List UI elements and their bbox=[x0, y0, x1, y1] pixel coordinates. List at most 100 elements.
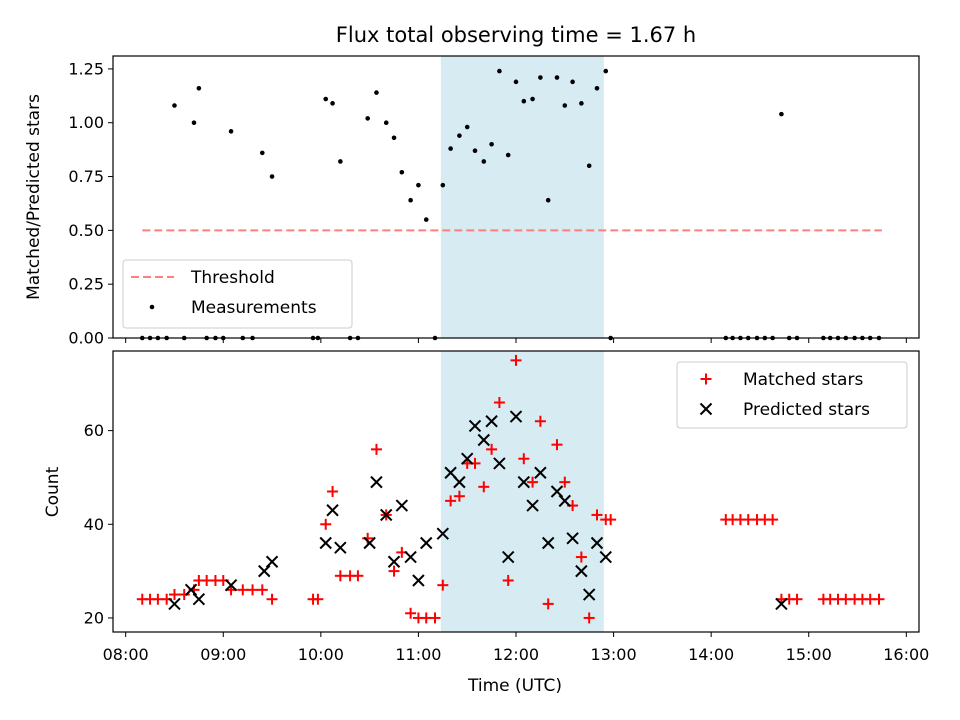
measurement-point bbox=[391, 135, 397, 141]
predicted-star-point bbox=[493, 457, 506, 470]
bottom-x-tick-label: 10:00 bbox=[298, 645, 344, 664]
predicted-star-point bbox=[517, 475, 531, 489]
legend-predicted-label: Predicted stars bbox=[743, 400, 870, 420]
matched-star-point bbox=[312, 593, 324, 605]
predicted-star-point bbox=[566, 532, 579, 545]
measurement-point bbox=[323, 96, 329, 102]
matched-star-point bbox=[873, 593, 885, 605]
predicted-star-point bbox=[258, 564, 271, 578]
predicted-star-point bbox=[534, 466, 547, 479]
matched-star-point bbox=[551, 439, 563, 451]
predicted-star-point bbox=[599, 550, 612, 564]
matched-star-point bbox=[510, 354, 522, 366]
measurement-point bbox=[603, 68, 609, 74]
bottom-x-tick-label: 13:00 bbox=[591, 645, 637, 664]
matched-star-point bbox=[791, 593, 803, 605]
measurement-point bbox=[365, 116, 370, 121]
predicted-star-point bbox=[326, 504, 339, 517]
matched-star-point bbox=[168, 589, 180, 601]
measurement-point bbox=[191, 120, 197, 126]
measurement-point bbox=[423, 217, 429, 222]
bottom-y-tick-label: 60 bbox=[84, 421, 104, 440]
matched-star-point bbox=[493, 397, 505, 409]
top-y-tick-label: 0.25 bbox=[68, 275, 104, 294]
matched-star-point bbox=[327, 486, 339, 497]
measurement-point bbox=[464, 124, 470, 130]
predicted-star-point bbox=[550, 485, 564, 498]
predicted-star-point bbox=[370, 475, 383, 489]
matched-star-point bbox=[478, 481, 490, 493]
predicted-star-point bbox=[477, 433, 491, 447]
predicted-star-point bbox=[420, 536, 433, 550]
matched-star-point bbox=[527, 476, 539, 488]
bottom-marks bbox=[136, 354, 885, 624]
measurement-point bbox=[338, 159, 343, 164]
legend-cross-marker bbox=[699, 402, 713, 416]
measurement-point bbox=[513, 79, 519, 85]
predicted-star-point bbox=[436, 527, 450, 540]
x-axis-label: Time (UTC) bbox=[467, 676, 562, 696]
predicted-star-point bbox=[485, 415, 498, 428]
measurement-point bbox=[505, 152, 511, 158]
top-panel: 0.00 0.25 0.50 0.75 1.00 1.25 Flux total obse… bbox=[24, 23, 920, 348]
measurement-point bbox=[172, 103, 177, 108]
predicted-star-point bbox=[775, 597, 788, 611]
measurement-point bbox=[383, 120, 389, 126]
matched-star-point bbox=[591, 509, 603, 521]
predicted-star-point bbox=[387, 555, 401, 568]
bottom-x-tick-label: 09:00 bbox=[200, 645, 246, 664]
measurement-point bbox=[374, 90, 379, 95]
predicted-star-point bbox=[334, 541, 347, 554]
legend-matched-label: Matched stars bbox=[743, 370, 863, 390]
predicted-star-point bbox=[541, 536, 555, 550]
legend-predicted-swatch bbox=[699, 402, 713, 416]
top-y-tick-label: 1.00 bbox=[68, 113, 104, 132]
matched-star-point bbox=[256, 584, 268, 596]
legend-plus-marker bbox=[700, 373, 712, 385]
top-y-tick-label: 0.50 bbox=[68, 221, 104, 240]
bottom-y-tick-label: 20 bbox=[84, 608, 104, 627]
bottom-x-tick-label: 12:00 bbox=[493, 645, 539, 664]
predicted-star-point bbox=[509, 410, 523, 423]
measurement-point bbox=[570, 79, 575, 85]
matched-star-point bbox=[320, 518, 332, 530]
matched-star-point bbox=[178, 589, 190, 601]
top-legend: Threshold Measurements bbox=[122, 259, 353, 329]
predicted-star-point bbox=[168, 597, 181, 611]
predicted-star-point bbox=[319, 536, 332, 550]
bottom-panel: 20 40 60 08:00 09:00 10:00 11:00 12:00 13:00 14:… bbox=[43, 350, 929, 696]
top-y-axis-label: Matched/Predicted stars bbox=[24, 94, 44, 300]
top-y-ticks: 0.00 0.25 0.50 0.75 1.00 1.25 bbox=[68, 59, 113, 348]
bottom-legend-box bbox=[676, 361, 908, 429]
matched-star-point bbox=[352, 570, 364, 582]
top-y-tick-label: 0.00 bbox=[68, 329, 104, 348]
matched-star-point bbox=[542, 598, 554, 610]
measurement-point bbox=[594, 85, 600, 91]
predicted-star-point bbox=[501, 550, 515, 564]
measurement-point bbox=[562, 103, 568, 108]
measurement-point bbox=[259, 150, 265, 156]
predicted-star-point bbox=[192, 593, 206, 606]
legend-matched-swatch bbox=[700, 373, 712, 385]
bottom-x-tick-label: 16:00 bbox=[883, 645, 929, 664]
matched-star-point bbox=[486, 443, 498, 455]
matched-star-point bbox=[575, 551, 587, 563]
matched-star-point bbox=[445, 495, 457, 507]
matched-star-point bbox=[266, 593, 278, 605]
matched-star-point bbox=[534, 415, 546, 427]
legend-threshold-label: Threshold bbox=[190, 268, 275, 288]
matched-star-point bbox=[767, 514, 779, 526]
predicted-star-point bbox=[395, 499, 409, 512]
bottom-x-tick-label: 11:00 bbox=[395, 645, 441, 664]
measurement-point bbox=[586, 163, 592, 169]
measurement-point bbox=[472, 148, 478, 154]
matched-star-point bbox=[559, 476, 571, 488]
matched-star-point bbox=[334, 570, 346, 582]
predicted-star-point bbox=[526, 499, 539, 512]
predicted-star-point bbox=[575, 564, 588, 578]
bottom-y-ticks: 20 40 60 bbox=[84, 421, 113, 627]
predicted-star-point bbox=[265, 555, 279, 568]
bottom-x-tick-label: 14:00 bbox=[688, 645, 734, 664]
predicted-star-point bbox=[461, 452, 474, 465]
